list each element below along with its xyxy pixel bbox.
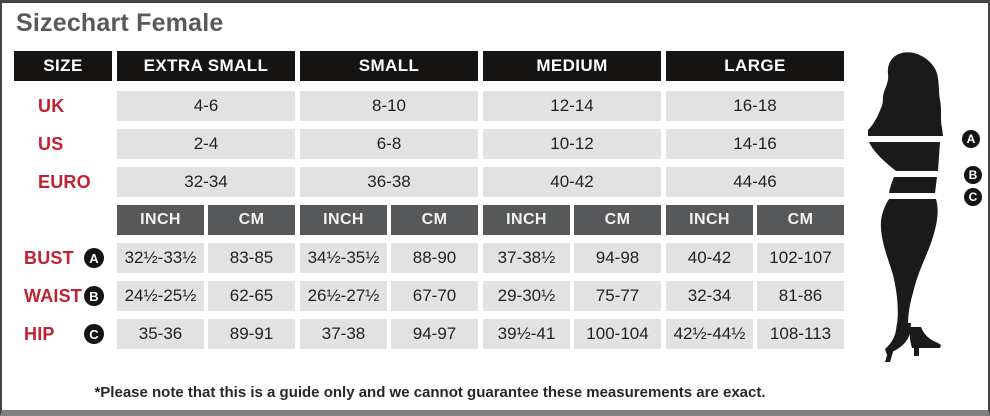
unit-header-inch: INCH xyxy=(117,205,204,235)
table-row-us: US 2-4 6-8 10-12 14-16 xyxy=(14,129,846,159)
table-row-bust: BUST A 32½-33½ 83-85 34½-35½ 88-90 37-38… xyxy=(14,243,846,273)
unit-header-inch: INCH xyxy=(300,205,387,235)
size-table: SIZE EXTRA SMALL SMALL MEDIUM LARGE UK 4… xyxy=(14,51,846,357)
unit-header-cm: CM xyxy=(574,205,661,235)
table-row-euro: EURO 32-34 36-38 40-42 44-46 xyxy=(14,167,846,197)
value-cell: 29-30½ xyxy=(483,281,570,311)
row-label-bust: BUST xyxy=(24,247,74,268)
table-row-hip: HIP C 35-36 89-91 37-38 94-97 39½-41 100… xyxy=(14,319,846,349)
value-cell: 26½-27½ xyxy=(300,281,387,311)
value-cell: 40-42 xyxy=(483,167,661,197)
value-cell: 4-6 xyxy=(117,91,295,121)
group-label: MEDIUM xyxy=(483,51,661,81)
group-header-extra-small: EXTRA SMALL xyxy=(117,51,295,81)
value-cell: 88-90 xyxy=(391,243,478,273)
unit-header-cm: CM xyxy=(757,205,844,235)
footnote: *Please note that this is a guide only a… xyxy=(94,384,766,401)
value-cell: 83-85 xyxy=(208,243,295,273)
page-title: Sizechart Female xyxy=(16,9,224,37)
value-cell: 35-36 xyxy=(117,319,204,349)
group-label: EXTRA SMALL xyxy=(117,51,295,81)
marker-badge-a: A xyxy=(84,248,104,268)
unit-header-inch: INCH xyxy=(483,205,570,235)
value-cell: 39½-41 xyxy=(483,319,570,349)
figure-marker-b: B xyxy=(964,166,982,184)
value-cell: 89-91 xyxy=(208,319,295,349)
table-row-waist: WAIST B 24½-25½ 62-65 26½-27½ 67-70 29-3… xyxy=(14,281,846,311)
value-cell: 8-10 xyxy=(300,91,478,121)
value-cell: 36-38 xyxy=(300,167,478,197)
value-cell: 24½-25½ xyxy=(117,281,204,311)
row-label-uk: UK xyxy=(38,95,65,116)
value-cell: 67-70 xyxy=(391,281,478,311)
value-cell: 32½-33½ xyxy=(117,243,204,273)
value-cell: 42½-44½ xyxy=(666,319,753,349)
unit-header-inch: INCH xyxy=(666,205,753,235)
value-cell: 16-18 xyxy=(666,91,844,121)
unit-header-row: INCH CM INCH CM INCH CM INCH CM xyxy=(14,205,846,235)
marker-badge-c: C xyxy=(84,324,104,344)
row-label-us: US xyxy=(38,133,64,154)
row-label-hip: HIP xyxy=(24,323,55,344)
value-cell: 32-34 xyxy=(666,281,753,311)
value-cell: 6-8 xyxy=(300,129,478,159)
value-cell: 81-86 xyxy=(757,281,844,311)
value-cell: 40-42 xyxy=(666,243,753,273)
value-cell: 37-38 xyxy=(300,319,387,349)
group-label: LARGE xyxy=(666,51,844,81)
size-header-label: SIZE xyxy=(14,51,112,81)
value-cell: 75-77 xyxy=(574,281,661,311)
value-cell: 102-107 xyxy=(757,243,844,273)
table-row-uk: UK 4-6 8-10 12-14 16-18 xyxy=(14,91,846,121)
figure-marker-a: A xyxy=(962,130,980,148)
unit-header-cm: CM xyxy=(391,205,478,235)
measurement-figure: A B C xyxy=(862,31,984,371)
row-label-waist: WAIST xyxy=(24,285,82,306)
unit-header-cm: CM xyxy=(208,205,295,235)
value-cell: 10-12 xyxy=(483,129,661,159)
value-cell: 94-97 xyxy=(391,319,478,349)
table-header-row: SIZE EXTRA SMALL SMALL MEDIUM LARGE xyxy=(14,51,846,81)
value-cell: 34½-35½ xyxy=(300,243,387,273)
size-header-cell: SIZE xyxy=(14,51,112,81)
value-cell: 62-65 xyxy=(208,281,295,311)
value-cell: 12-14 xyxy=(483,91,661,121)
value-cell: 108-113 xyxy=(757,319,844,349)
value-cell: 2-4 xyxy=(117,129,295,159)
group-header-small: SMALL xyxy=(300,51,478,81)
group-header-medium: MEDIUM xyxy=(483,51,661,81)
value-cell: 37-38½ xyxy=(483,243,570,273)
value-cell: 100-104 xyxy=(574,319,661,349)
group-header-large: LARGE xyxy=(666,51,844,81)
value-cell: 44-46 xyxy=(666,167,844,197)
value-cell: 32-34 xyxy=(117,167,295,197)
value-cell: 94-98 xyxy=(574,243,661,273)
group-label: SMALL xyxy=(300,51,478,81)
value-cell: 14-16 xyxy=(666,129,844,159)
figure-marker-c: C xyxy=(964,188,982,206)
marker-badge-b: B xyxy=(84,286,104,306)
row-label-euro: EURO xyxy=(38,171,91,192)
female-silhouette xyxy=(868,52,943,362)
